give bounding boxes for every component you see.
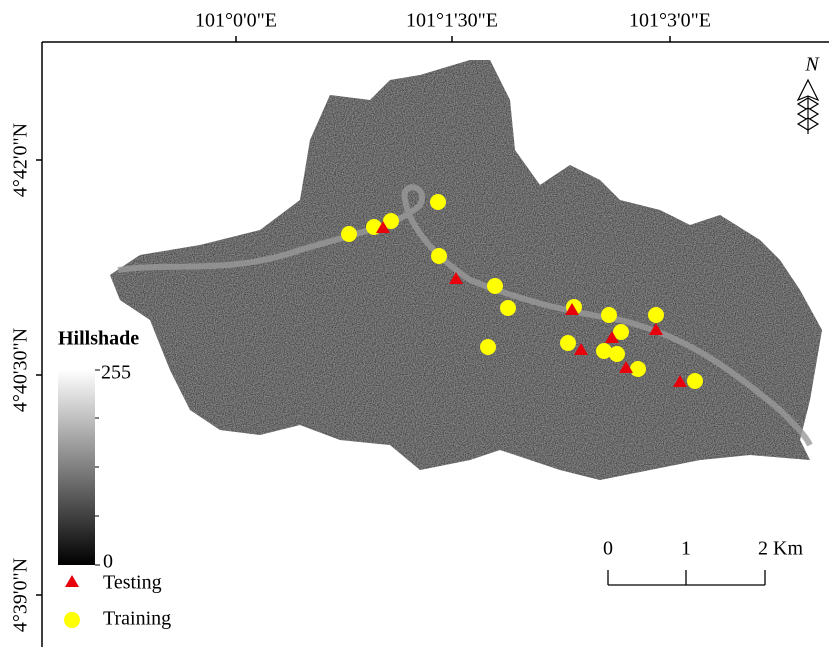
training-points <box>341 194 703 389</box>
legend-testing-symbol <box>65 575 79 587</box>
legend-title: Hillshade <box>58 328 139 350</box>
frame <box>36 36 829 647</box>
longitude-label: 101°3'0"E <box>629 10 711 32</box>
north-arrow <box>796 78 820 134</box>
latitude-label: 4°42'0"N <box>10 123 32 197</box>
legend-item: Training <box>103 608 171 630</box>
latitude-label: 4°40'30"N <box>10 328 32 412</box>
scale-bar <box>607 570 766 586</box>
latitude-label: 4°39'0"N <box>10 558 32 632</box>
scale-label: 0 <box>603 538 613 560</box>
river <box>117 184 813 447</box>
legend-training-symbol <box>64 612 80 628</box>
hillshade-area <box>110 60 822 480</box>
legend-item: Testing <box>103 572 162 594</box>
longitude-label: 101°1'30"E <box>406 10 498 32</box>
scale-label: 1 <box>681 538 691 560</box>
scale-label: 2 Km <box>758 538 803 560</box>
testing-points <box>376 221 687 387</box>
ramp-ticks <box>95 369 100 566</box>
ramp-min: 0 <box>103 551 113 573</box>
north-label: N <box>804 54 820 76</box>
ramp-max: 255 <box>101 362 131 384</box>
color-ramp <box>58 370 95 565</box>
longitude-label: 101°0'0"E <box>195 10 277 32</box>
